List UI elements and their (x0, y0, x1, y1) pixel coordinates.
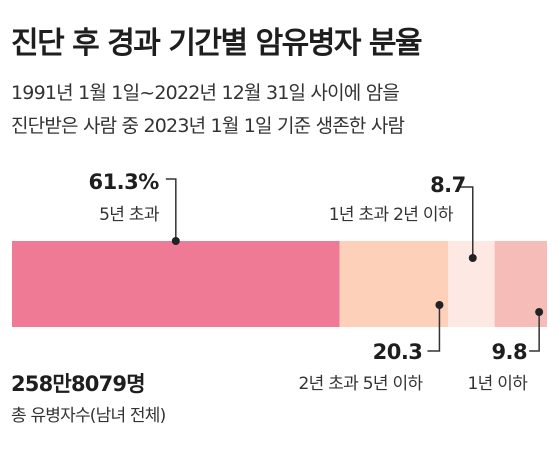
total-count: 258만8079명 (11, 372, 146, 396)
leader-line-1 (165, 178, 177, 241)
leader-dot-4 (535, 308, 544, 316)
category-label-1: 5년 초과 (99, 205, 160, 225)
leader-dot-2 (435, 301, 444, 309)
bar-segment-3 (448, 241, 495, 327)
value-label-2: 20.3 (373, 340, 423, 364)
value-label-3: 8.7 (430, 173, 466, 197)
leader-line-3 (458, 186, 474, 258)
leader-dot-3 (468, 254, 477, 262)
category-label-3: 1년 초과 2년 이하 (329, 205, 454, 225)
bar-segment-2 (339, 241, 449, 327)
leader-line-2 (427, 305, 441, 352)
value-label-4: 9.8 (491, 340, 527, 364)
category-label-2: 2년 초과 5년 이하 (298, 374, 423, 394)
leader-line-4 (529, 312, 540, 352)
bar-segment-1 (12, 241, 340, 327)
value-label-1: 61.3% (88, 170, 159, 194)
leader-dot-1 (171, 237, 180, 245)
category-label-4: 1년 이하 (468, 374, 529, 394)
total-count-label: 총 유병자수(남녀 전체) (11, 406, 166, 426)
subtitle-line-2: 진단받은 사람 중 2023년 1월 1일 기준 생존한 사람 (11, 115, 405, 137)
chart-title: 진단 후 경과 기간별 암유병자 분율 (11, 26, 423, 61)
subtitle-line-1: 1991년 1월 1일~2022년 12월 31일 사이에 암을 (11, 82, 400, 104)
